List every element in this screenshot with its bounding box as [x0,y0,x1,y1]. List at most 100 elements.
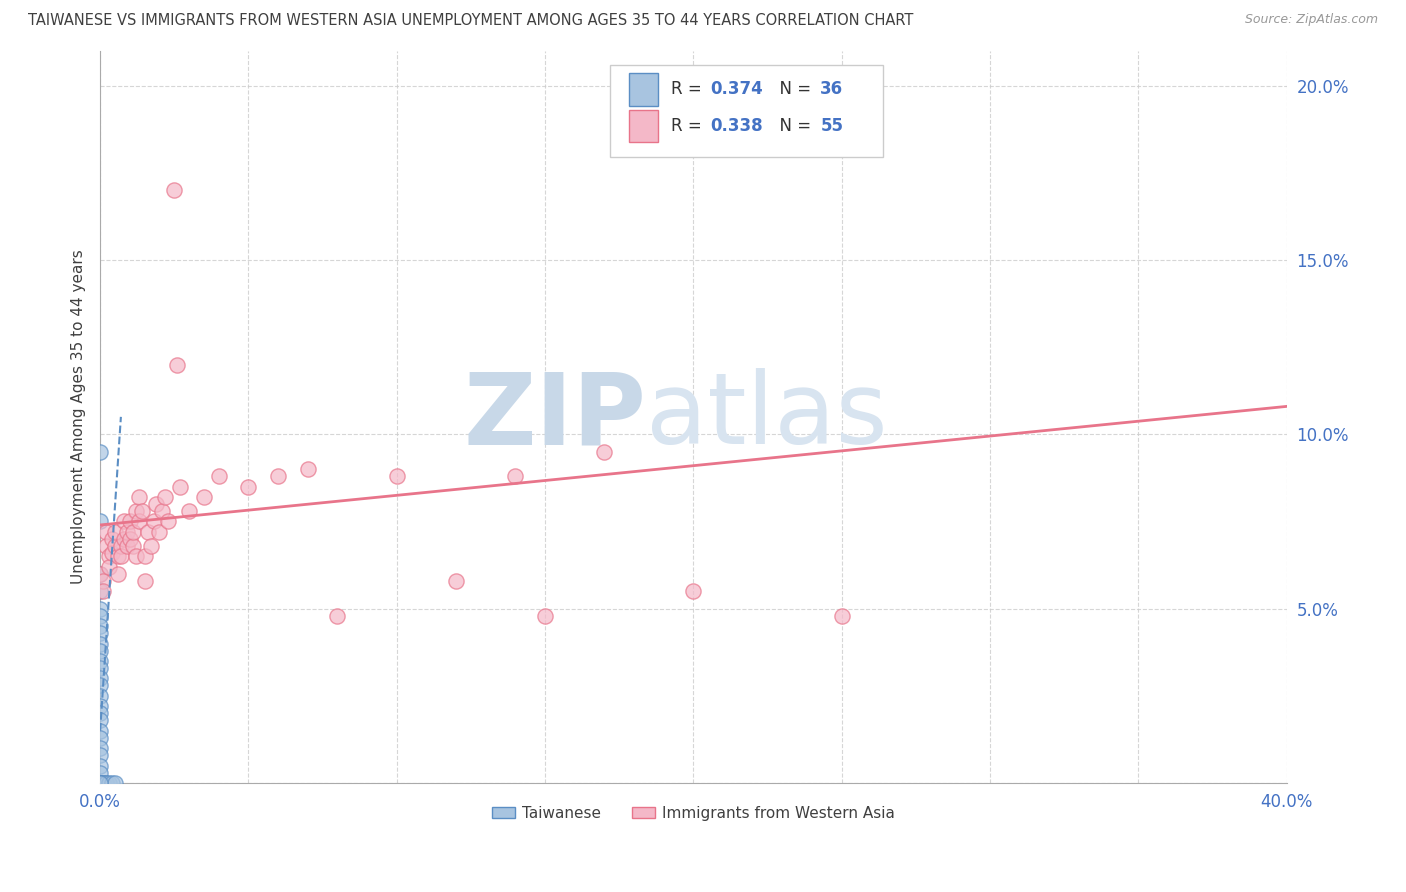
Point [208,469,231,483]
Point [682,584,704,599]
Point [238,480,260,494]
Point [89,672,111,686]
Text: R =: R = [671,117,707,135]
Point [121,524,143,539]
Text: 0.338: 0.338 [710,117,762,135]
Point [534,608,557,623]
Point [89,723,111,738]
Point [157,515,180,529]
Text: 36: 36 [820,80,844,98]
Point [89,626,111,640]
Point [89,636,111,650]
Point [89,678,111,692]
Point [91,574,114,588]
Point [134,574,156,588]
Point [118,515,141,529]
Point [163,183,186,197]
Point [505,469,527,483]
Point [169,480,191,494]
Text: N =: N = [769,117,817,135]
Point [98,776,121,790]
Point [91,776,114,790]
Point [125,549,148,564]
Point [104,524,127,539]
Point [107,549,129,564]
Point [115,524,138,539]
FancyBboxPatch shape [630,110,658,142]
Point [89,699,111,714]
Point [89,584,111,599]
Point [98,549,121,564]
Point [89,776,111,790]
Point [89,566,111,581]
Point [94,539,117,553]
Text: 0.374: 0.374 [710,80,762,98]
Point [831,608,853,623]
Point [89,741,111,756]
Point [297,462,319,476]
Point [166,358,188,372]
Point [267,469,290,483]
Point [145,497,167,511]
Point [121,539,143,553]
Text: atlas: atlas [645,368,887,466]
Point [101,776,124,790]
Point [89,643,111,657]
Point [128,515,150,529]
Point [131,504,153,518]
Point [112,515,135,529]
Point [179,504,201,518]
Point [139,539,162,553]
Point [593,444,616,458]
Point [385,469,408,483]
Point [125,504,148,518]
Point [91,584,114,599]
Point [94,524,117,539]
Point [110,539,132,553]
Point [89,748,111,763]
Text: TAIWANESE VS IMMIGRANTS FROM WESTERN ASIA UNEMPLOYMENT AMONG AGES 35 TO 44 YEARS: TAIWANESE VS IMMIGRANTS FROM WESTERN ASI… [28,13,914,29]
Point [104,776,127,790]
Point [115,539,138,553]
Point [110,549,132,564]
Point [128,490,150,504]
FancyBboxPatch shape [610,65,883,157]
Text: N =: N = [769,80,817,98]
Point [94,776,117,790]
Point [89,444,111,458]
Text: ZIP: ZIP [463,368,645,466]
Point [136,524,159,539]
Point [89,601,111,615]
Point [98,559,121,574]
Point [444,574,467,588]
Text: R =: R = [671,80,707,98]
Point [107,566,129,581]
Legend: Taiwanese, Immigrants from Western Asia: Taiwanese, Immigrants from Western Asia [485,799,901,827]
Point [193,490,215,504]
Text: Source: ZipAtlas.com: Source: ZipAtlas.com [1244,13,1378,27]
Point [89,776,111,790]
Point [142,515,165,529]
Point [89,619,111,633]
Point [94,776,117,790]
Point [104,539,127,553]
Point [89,731,111,745]
Point [89,758,111,772]
Text: 55: 55 [820,117,844,135]
Point [89,515,111,529]
Point [101,546,124,560]
Point [326,608,349,623]
Point [89,608,111,623]
Point [101,532,124,546]
Point [89,776,111,790]
Point [118,532,141,546]
Point [112,532,135,546]
Point [152,504,174,518]
Point [155,490,177,504]
Point [89,566,111,581]
Point [89,661,111,675]
Point [89,776,111,790]
Point [89,776,111,790]
Y-axis label: Unemployment Among Ages 35 to 44 years: Unemployment Among Ages 35 to 44 years [72,250,86,584]
Point [89,706,111,721]
